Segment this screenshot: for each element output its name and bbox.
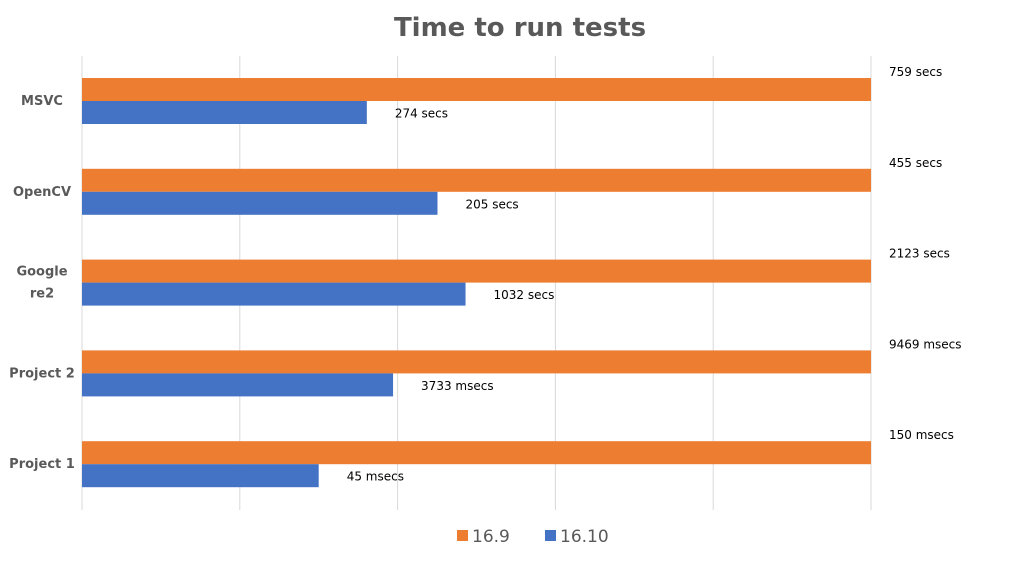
category-label: OpenCV bbox=[13, 185, 71, 200]
data-label: 1032 secs bbox=[494, 288, 555, 302]
bar-series-1 bbox=[82, 259, 871, 283]
data-label: 45 msecs bbox=[347, 470, 404, 484]
category-label: MSVC bbox=[21, 94, 63, 109]
category-label: Project 1 bbox=[9, 457, 75, 472]
bar-series-2 bbox=[82, 101, 367, 124]
legend: 16.9 16.10 bbox=[457, 527, 609, 547]
bar-series-1 bbox=[82, 78, 871, 101]
bar-series-1 bbox=[82, 168, 871, 192]
bar-series-2 bbox=[82, 282, 466, 306]
bar-series-2 bbox=[82, 464, 319, 488]
legend-swatch bbox=[545, 530, 556, 541]
chart-title: Time to run tests bbox=[394, 13, 646, 43]
data-labels: 759 secs 274 secs 455 secs 205 secs 2123 sec… bbox=[347, 65, 962, 484]
legend-swatch bbox=[457, 530, 468, 541]
data-label: 150 msecs bbox=[889, 428, 954, 442]
category-label: Google re2 bbox=[16, 265, 67, 302]
bar-series-1 bbox=[82, 350, 871, 374]
bar-series-1 bbox=[82, 441, 871, 465]
legend-label: 16.10 bbox=[560, 527, 609, 547]
data-label: 274 secs bbox=[395, 107, 448, 121]
data-label: 205 secs bbox=[465, 197, 518, 211]
data-label: 9469 msecs bbox=[889, 337, 962, 351]
legend-label: 16.9 bbox=[472, 527, 510, 547]
category-label: Project 2 bbox=[9, 366, 75, 381]
data-label: 2123 secs bbox=[889, 247, 950, 261]
bar-series-2 bbox=[82, 373, 394, 397]
data-label: 455 secs bbox=[889, 156, 942, 170]
category-labels: MSVC OpenCV Google re2 Project 2 Project 1 bbox=[9, 94, 75, 472]
data-label: 759 secs bbox=[889, 65, 942, 79]
bar-series-2 bbox=[82, 191, 438, 215]
data-label: 3733 msecs bbox=[421, 379, 494, 393]
bars bbox=[82, 78, 871, 488]
